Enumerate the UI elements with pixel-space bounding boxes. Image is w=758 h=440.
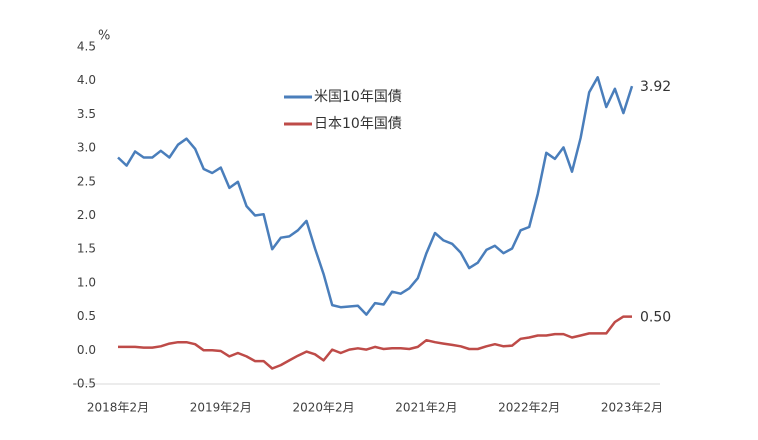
x-tick-label: 2021年2月 <box>395 401 457 415</box>
y-unit: % <box>98 29 110 44</box>
y-tick-label: 4.0 <box>77 73 96 87</box>
y-tick-label: -0.5 <box>73 377 96 391</box>
y-tick-label: 2.5 <box>77 174 96 188</box>
x-tick-label: 2019年2月 <box>190 401 252 415</box>
y-tick-label: 0.0 <box>77 343 96 357</box>
y-tick-label: 4.5 <box>77 40 96 54</box>
y-tick-label: 2.0 <box>77 208 96 222</box>
series-line <box>118 315 632 370</box>
y-tick-label: 3.0 <box>77 141 96 155</box>
y-tick-label: 1.5 <box>77 242 96 256</box>
x-tick-label: 2018年2月 <box>87 401 149 415</box>
data-label: 0.50 <box>640 310 671 326</box>
x-tick-label: 2023年2月 <box>601 401 663 415</box>
data-label: 3.92 <box>640 79 671 95</box>
x-tick-label: 2020年2月 <box>293 401 355 415</box>
y-tick-label: 3.5 <box>77 107 96 121</box>
x-tick-label: 2022年2月 <box>498 401 560 415</box>
y-tick-label: 0.5 <box>77 309 96 323</box>
legend-label: 米国10年国債 <box>314 89 402 105</box>
y-tick-label: 1.0 <box>77 275 96 289</box>
series-line <box>117 76 634 316</box>
legend-label: 日本10年国債 <box>314 116 402 132</box>
